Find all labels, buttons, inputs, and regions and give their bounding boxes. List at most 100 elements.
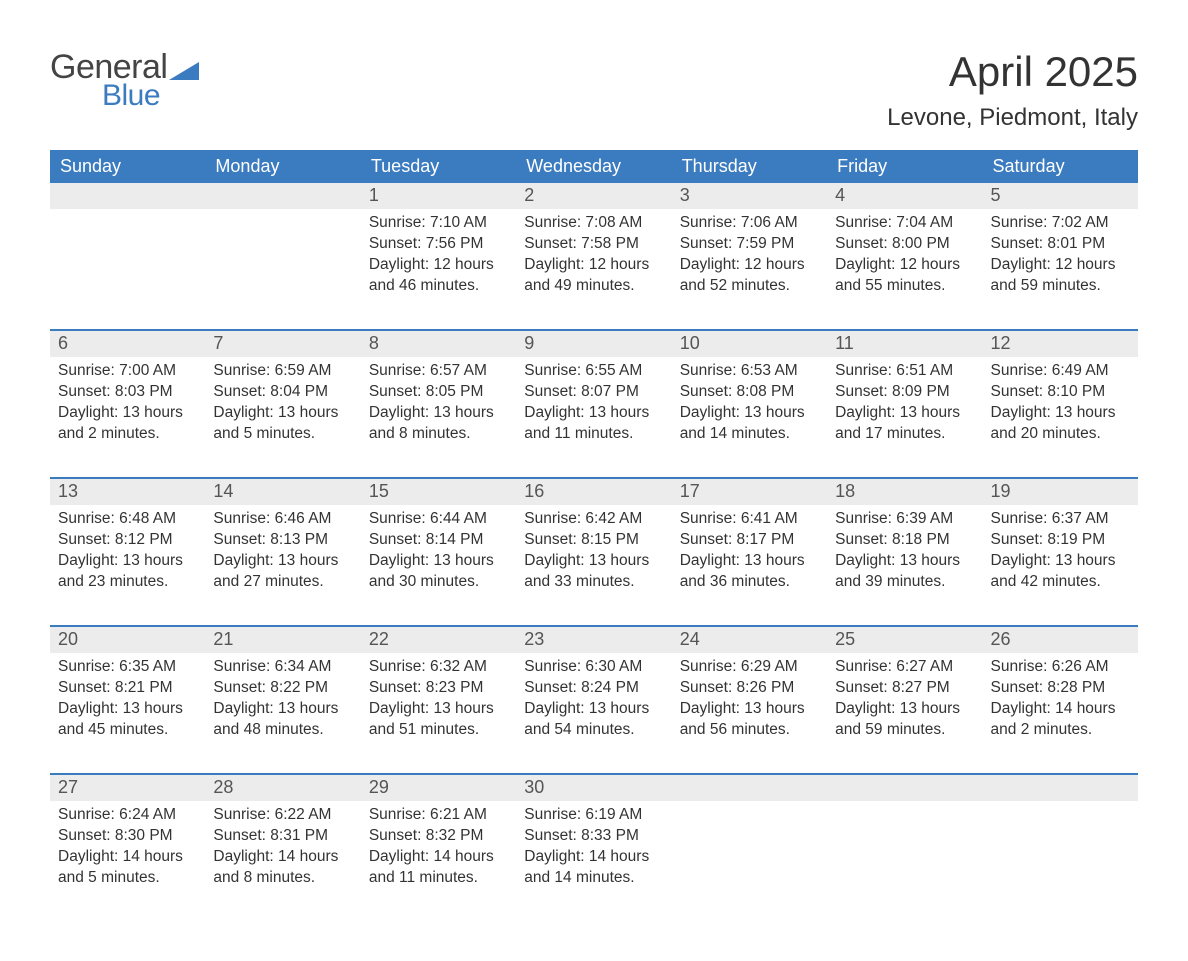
day-body: Sunrise: 6:39 AMSunset: 8:18 PMDaylight:… — [827, 505, 982, 625]
calendar-day-cell: 1Sunrise: 7:10 AMSunset: 7:56 PMDaylight… — [361, 183, 516, 330]
sunset-text: Sunset: 8:17 PM — [680, 530, 819, 551]
day-body: Sunrise: 6:30 AMSunset: 8:24 PMDaylight:… — [516, 653, 671, 773]
sunrise-text: Sunrise: 7:08 AM — [524, 213, 663, 234]
sunrise-text: Sunrise: 6:39 AM — [835, 509, 974, 530]
day-number: 22 — [361, 627, 516, 653]
calendar-day-cell: 24Sunrise: 6:29 AMSunset: 8:26 PMDayligh… — [672, 626, 827, 774]
calendar-day-cell: 20Sunrise: 6:35 AMSunset: 8:21 PMDayligh… — [50, 626, 205, 774]
daylight-text: Daylight: 14 hours and 14 minutes. — [524, 847, 663, 889]
location: Levone, Piedmont, Italy — [887, 104, 1138, 132]
calendar-day-cell: 3Sunrise: 7:06 AMSunset: 7:59 PMDaylight… — [672, 183, 827, 330]
sunrise-text: Sunrise: 6:19 AM — [524, 805, 663, 826]
day-number: 17 — [672, 479, 827, 505]
sunset-text: Sunset: 7:56 PM — [369, 234, 508, 255]
day-body: Sunrise: 6:49 AMSunset: 8:10 PMDaylight:… — [983, 357, 1138, 477]
day-body: Sunrise: 6:42 AMSunset: 8:15 PMDaylight:… — [516, 505, 671, 625]
calendar-day-cell: 14Sunrise: 6:46 AMSunset: 8:13 PMDayligh… — [205, 478, 360, 626]
sunset-text: Sunset: 8:33 PM — [524, 826, 663, 847]
day-body — [983, 801, 1138, 921]
sunrise-text: Sunrise: 6:49 AM — [991, 361, 1130, 382]
calendar-day-cell: 19Sunrise: 6:37 AMSunset: 8:19 PMDayligh… — [983, 478, 1138, 626]
day-body: Sunrise: 6:55 AMSunset: 8:07 PMDaylight:… — [516, 357, 671, 477]
calendar-day-cell: 12Sunrise: 6:49 AMSunset: 8:10 PMDayligh… — [983, 330, 1138, 478]
sunset-text: Sunset: 8:24 PM — [524, 678, 663, 699]
day-number: 27 — [50, 775, 205, 801]
sunrise-text: Sunrise: 6:57 AM — [369, 361, 508, 382]
sunrise-text: Sunrise: 6:29 AM — [680, 657, 819, 678]
day-number: 8 — [361, 331, 516, 357]
day-number: 30 — [516, 775, 671, 801]
sunrise-text: Sunrise: 7:00 AM — [58, 361, 197, 382]
day-number: 5 — [983, 183, 1138, 209]
sunrise-text: Sunrise: 6:44 AM — [369, 509, 508, 530]
sunset-text: Sunset: 8:31 PM — [213, 826, 352, 847]
sunrise-text: Sunrise: 7:10 AM — [369, 213, 508, 234]
calendar-day-cell — [205, 183, 360, 330]
day-body: Sunrise: 6:48 AMSunset: 8:12 PMDaylight:… — [50, 505, 205, 625]
calendar-day-cell — [827, 774, 982, 921]
sunrise-text: Sunrise: 6:51 AM — [835, 361, 974, 382]
sunrise-text: Sunrise: 7:04 AM — [835, 213, 974, 234]
day-body: Sunrise: 7:10 AMSunset: 7:56 PMDaylight:… — [361, 209, 516, 329]
daylight-text: Daylight: 13 hours and 36 minutes. — [680, 551, 819, 593]
calendar-day-cell: 10Sunrise: 6:53 AMSunset: 8:08 PMDayligh… — [672, 330, 827, 478]
sunrise-text: Sunrise: 6:24 AM — [58, 805, 197, 826]
daylight-text: Daylight: 13 hours and 48 minutes. — [213, 699, 352, 741]
daylight-text: Daylight: 14 hours and 2 minutes. — [991, 699, 1130, 741]
day-body: Sunrise: 6:51 AMSunset: 8:09 PMDaylight:… — [827, 357, 982, 477]
day-body: Sunrise: 6:19 AMSunset: 8:33 PMDaylight:… — [516, 801, 671, 921]
calendar-day-cell: 29Sunrise: 6:21 AMSunset: 8:32 PMDayligh… — [361, 774, 516, 921]
day-number: 1 — [361, 183, 516, 209]
day-body: Sunrise: 6:35 AMSunset: 8:21 PMDaylight:… — [50, 653, 205, 773]
calendar-day-cell: 26Sunrise: 6:26 AMSunset: 8:28 PMDayligh… — [983, 626, 1138, 774]
daylight-text: Daylight: 13 hours and 42 minutes. — [991, 551, 1130, 593]
day-body: Sunrise: 6:22 AMSunset: 8:31 PMDaylight:… — [205, 801, 360, 921]
calendar-day-cell: 27Sunrise: 6:24 AMSunset: 8:30 PMDayligh… — [50, 774, 205, 921]
calendar-week-row: 27Sunrise: 6:24 AMSunset: 8:30 PMDayligh… — [50, 774, 1138, 921]
daylight-text: Daylight: 13 hours and 23 minutes. — [58, 551, 197, 593]
sunrise-text: Sunrise: 6:48 AM — [58, 509, 197, 530]
sunset-text: Sunset: 8:01 PM — [991, 234, 1130, 255]
sunrise-text: Sunrise: 7:06 AM — [680, 213, 819, 234]
day-body: Sunrise: 6:37 AMSunset: 8:19 PMDaylight:… — [983, 505, 1138, 625]
sunset-text: Sunset: 8:23 PM — [369, 678, 508, 699]
daylight-text: Daylight: 13 hours and 14 minutes. — [680, 403, 819, 445]
calendar-day-cell: 4Sunrise: 7:04 AMSunset: 8:00 PMDaylight… — [827, 183, 982, 330]
day-number: 19 — [983, 479, 1138, 505]
day-number — [983, 775, 1138, 801]
day-number: 26 — [983, 627, 1138, 653]
day-body — [827, 801, 982, 921]
calendar-day-cell — [672, 774, 827, 921]
calendar-day-cell: 15Sunrise: 6:44 AMSunset: 8:14 PMDayligh… — [361, 478, 516, 626]
sunset-text: Sunset: 8:26 PM — [680, 678, 819, 699]
sunrise-text: Sunrise: 6:46 AM — [213, 509, 352, 530]
logo-text-blue: Blue — [102, 79, 160, 113]
day-number: 9 — [516, 331, 671, 357]
sunrise-text: Sunrise: 6:55 AM — [524, 361, 663, 382]
daylight-text: Daylight: 13 hours and 33 minutes. — [524, 551, 663, 593]
daylight-text: Daylight: 13 hours and 39 minutes. — [835, 551, 974, 593]
logo-shape-icon — [169, 56, 199, 78]
daylight-text: Daylight: 14 hours and 8 minutes. — [213, 847, 352, 889]
calendar-day-cell: 23Sunrise: 6:30 AMSunset: 8:24 PMDayligh… — [516, 626, 671, 774]
calendar-day-cell — [50, 183, 205, 330]
sunset-text: Sunset: 8:09 PM — [835, 382, 974, 403]
day-body: Sunrise: 6:53 AMSunset: 8:08 PMDaylight:… — [672, 357, 827, 477]
day-body: Sunrise: 6:26 AMSunset: 8:28 PMDaylight:… — [983, 653, 1138, 773]
day-body: Sunrise: 6:32 AMSunset: 8:23 PMDaylight:… — [361, 653, 516, 773]
month-title: April 2025 — [887, 48, 1138, 96]
sunset-text: Sunset: 8:00 PM — [835, 234, 974, 255]
day-number: 10 — [672, 331, 827, 357]
day-number: 20 — [50, 627, 205, 653]
daylight-text: Daylight: 13 hours and 8 minutes. — [369, 403, 508, 445]
day-number: 16 — [516, 479, 671, 505]
day-number — [672, 775, 827, 801]
daylight-text: Daylight: 13 hours and 45 minutes. — [58, 699, 197, 741]
sunrise-text: Sunrise: 6:37 AM — [991, 509, 1130, 530]
sunset-text: Sunset: 8:15 PM — [524, 530, 663, 551]
weekday-header: Wednesday — [516, 150, 671, 183]
day-number — [827, 775, 982, 801]
daylight-text: Daylight: 13 hours and 51 minutes. — [369, 699, 508, 741]
sunset-text: Sunset: 8:14 PM — [369, 530, 508, 551]
calendar-day-cell: 8Sunrise: 6:57 AMSunset: 8:05 PMDaylight… — [361, 330, 516, 478]
